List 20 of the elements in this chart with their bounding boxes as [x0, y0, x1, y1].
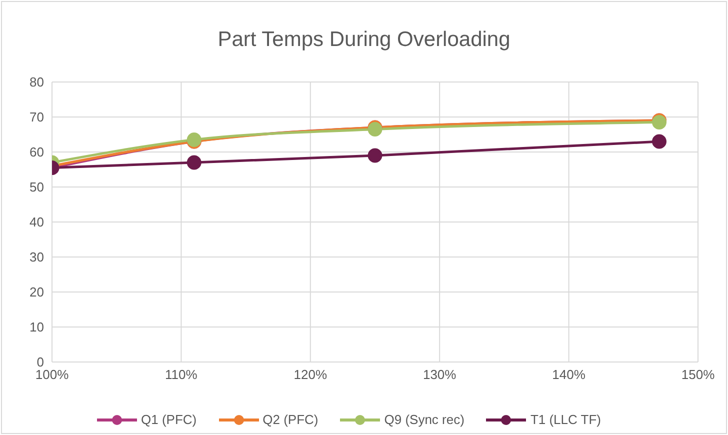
y-tick-label: 80 — [30, 74, 44, 90]
y-tick-label: 70 — [30, 110, 44, 125]
y-tick-label: 30 — [30, 250, 44, 265]
legend-label: Q1 (PFC) — [141, 412, 197, 427]
legend-label: T1 (LLC TF) — [530, 412, 601, 427]
x-tick-label: 130% — [422, 367, 457, 382]
legend-label: Q9 (Sync rec) — [384, 412, 464, 427]
y-tick-label: 60 — [30, 144, 44, 160]
legend-label: Q2 (PFC) — [262, 412, 318, 427]
y-tick-label: 10 — [30, 320, 44, 335]
x-tick-label: 140% — [552, 367, 586, 382]
y-tick-label: 20 — [30, 284, 44, 300]
y-tick-label: 0 — [36, 354, 44, 370]
x-tick-label: 110% — [165, 367, 198, 382]
y-tick-label: 50 — [30, 180, 44, 195]
x-tick-label: 100% — [35, 367, 70, 382]
x-tick-label: 150% — [681, 367, 716, 382]
x-tick-label: 120% — [294, 367, 328, 382]
y-tick-label: 40 — [30, 214, 44, 230]
chart-title: Part Temps During Overloading — [216, 28, 512, 52]
